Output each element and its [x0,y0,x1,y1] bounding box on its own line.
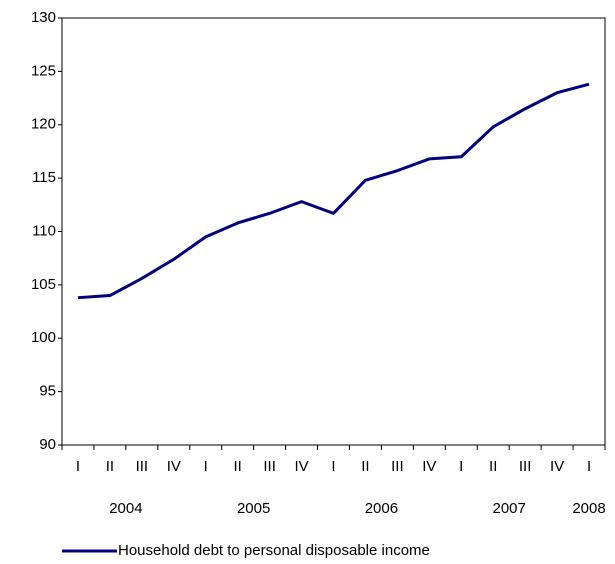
data-line [77,82,590,300]
x-tick-label: III [136,458,149,475]
x-tick-label: IV [422,458,436,475]
year-label: 2004 [109,500,142,517]
x-tick-label: III [391,458,404,475]
year-label: 2006 [365,500,398,517]
y-tick-label: 110 [32,222,56,239]
y-tick-label: 100 [31,329,56,346]
y-tick-label: 125 [31,62,56,79]
x-tick-label: IV [167,458,181,475]
x-tick-label: III [519,458,532,475]
plot-frame [61,17,606,446]
y-tick-label: 120 [31,116,56,133]
year-label: 2005 [237,500,270,517]
x-tick-label: II [361,458,369,475]
x-tick-label: II [489,458,497,475]
y-tick-label: 95 [39,383,56,400]
x-tick-label: I [204,458,208,475]
x-tick-label: I [76,458,80,475]
x-tick-label: IV [294,458,308,475]
x-tick-label: III [263,458,276,475]
year-label: 2008 [572,500,605,517]
x-tick-label: II [234,458,242,475]
x-tick-label: II [106,458,114,475]
y-tick-label: 130 [31,9,56,26]
x-tick-label: I [587,458,591,475]
year-label: 2007 [492,500,525,517]
legend-label: Household debt to personal disposable in… [118,542,430,559]
x-tick-label: I [459,458,463,475]
x-tick-label: I [331,458,335,475]
x-tick-label: IV [550,458,564,475]
y-tick-label: 90 [39,436,56,453]
y-tick-label: 115 [32,169,56,186]
y-tick-label: 105 [31,276,56,293]
